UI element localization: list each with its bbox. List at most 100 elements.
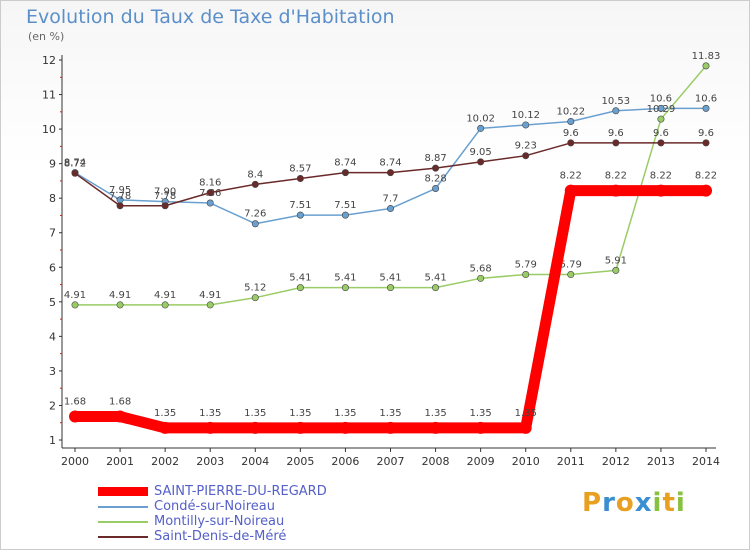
y-tick-label: 2 [49,399,56,412]
data-label: 8.22 [650,171,672,182]
data-label: 5.91 [605,255,627,266]
logo-letter: i [675,488,686,518]
data-label: 4.91 [109,290,131,301]
data-point [429,421,442,434]
data-label: 1.35 [424,408,446,419]
y-tick-label: 11 [42,89,56,102]
data-label: 1.35 [199,408,221,419]
data-label: 8.22 [560,171,582,182]
data-point [71,169,79,177]
y-tick-label: 5 [49,296,56,309]
data-point [204,421,217,434]
y-tick-label: 9 [49,158,56,171]
x-tick-label: 2008 [422,455,450,468]
legend-swatch [98,535,148,538]
data-label: 8.28 [424,174,446,185]
data-label: 4.91 [154,290,176,301]
legend: SAINT-PIERRE-DU-REGARD Condé-sur-Noireau M… [98,484,327,544]
data-label: 7.7 [383,194,399,205]
data-label: 8.72 [64,158,86,169]
x-tick-label: 2006 [331,455,359,468]
x-tick-label: 2009 [467,455,495,468]
legend-label: Montilly-sur-Noireau [154,514,285,529]
data-label: 8.22 [695,171,717,182]
x-tick-label: 2003 [196,455,224,468]
data-point [206,199,214,207]
y-tick-label: 12 [42,54,56,67]
data-point [432,164,440,172]
data-point [114,410,127,423]
data-label: 1.35 [334,408,356,419]
data-point [341,211,349,219]
data-point [206,189,214,197]
legend-item: SAINT-PIERRE-DU-REGARD [98,484,327,499]
x-tick-label: 2011 [557,455,585,468]
data-label: 11.83 [692,51,721,62]
data-label: 1.35 [379,408,401,419]
data-point [609,184,622,197]
data-label: 10.6 [650,93,672,104]
series-line-0 [75,185,706,434]
data-label: 7.51 [289,200,311,211]
data-label: 5.79 [515,260,537,271]
data-point [341,169,349,177]
data-label: 7.95 [109,185,131,196]
data-point [654,184,667,197]
data-point [341,284,349,292]
data-label: 10.29 [647,104,676,115]
data-point [161,202,169,210]
data-label: 10.53 [602,96,631,107]
logo-letter: o [615,488,635,518]
legend-swatch [98,487,148,496]
data-point [702,104,710,112]
x-tick-label: 2000 [61,455,89,468]
data-label: 5.68 [470,263,492,274]
data-label: 8.74 [64,158,86,169]
data-point [384,421,397,434]
y-tick-label: 3 [49,365,56,378]
data-label: 9.6 [608,128,624,139]
data-point [432,284,440,292]
data-point [249,421,262,434]
y-tick-label: 7 [49,227,56,240]
legend-swatch [98,505,148,508]
y-tick-label: 6 [49,261,56,274]
data-label: 9.23 [515,141,537,152]
data-point [519,421,532,434]
data-point [386,205,394,213]
data-label: 7.78 [154,191,176,202]
data-point [612,107,620,115]
data-label: 8.22 [605,171,627,182]
data-label: 1.35 [515,408,537,419]
data-point [71,301,79,309]
proxiti-logo: Proxiti [582,488,686,518]
data-label: 1.35 [154,408,176,419]
logo-letter: r [602,488,616,518]
data-point [700,184,712,197]
legend-label: Condé-sur-Noireau [154,499,275,514]
y-tick-label: 10 [42,123,56,136]
data-point [161,301,169,309]
data-label: 1.68 [64,397,86,408]
legend-item: Montilly-sur-Noireau [98,514,327,529]
data-point [567,271,575,279]
data-label: 9.6 [653,128,669,139]
data-label: 8.4 [247,169,263,180]
legend-label: SAINT-PIERRE-DU-REGARD [154,484,327,499]
y-tick-label: 1 [49,434,56,447]
data-point [116,202,124,210]
y-tick-label: 4 [49,330,56,343]
data-label: 7.90 [154,187,176,198]
x-tick-label: 2012 [602,455,630,468]
chart-title: Evolution du Taux de Taxe d'Habitation [26,6,395,28]
data-point [206,301,214,309]
data-point [251,220,259,228]
unit-label: (en %) [28,30,65,43]
data-point [339,421,352,434]
legend-item: Condé-sur-Noireau [98,499,327,514]
data-point [702,139,710,147]
logo-letter: x [634,488,653,518]
data-label: 8.74 [379,158,401,169]
